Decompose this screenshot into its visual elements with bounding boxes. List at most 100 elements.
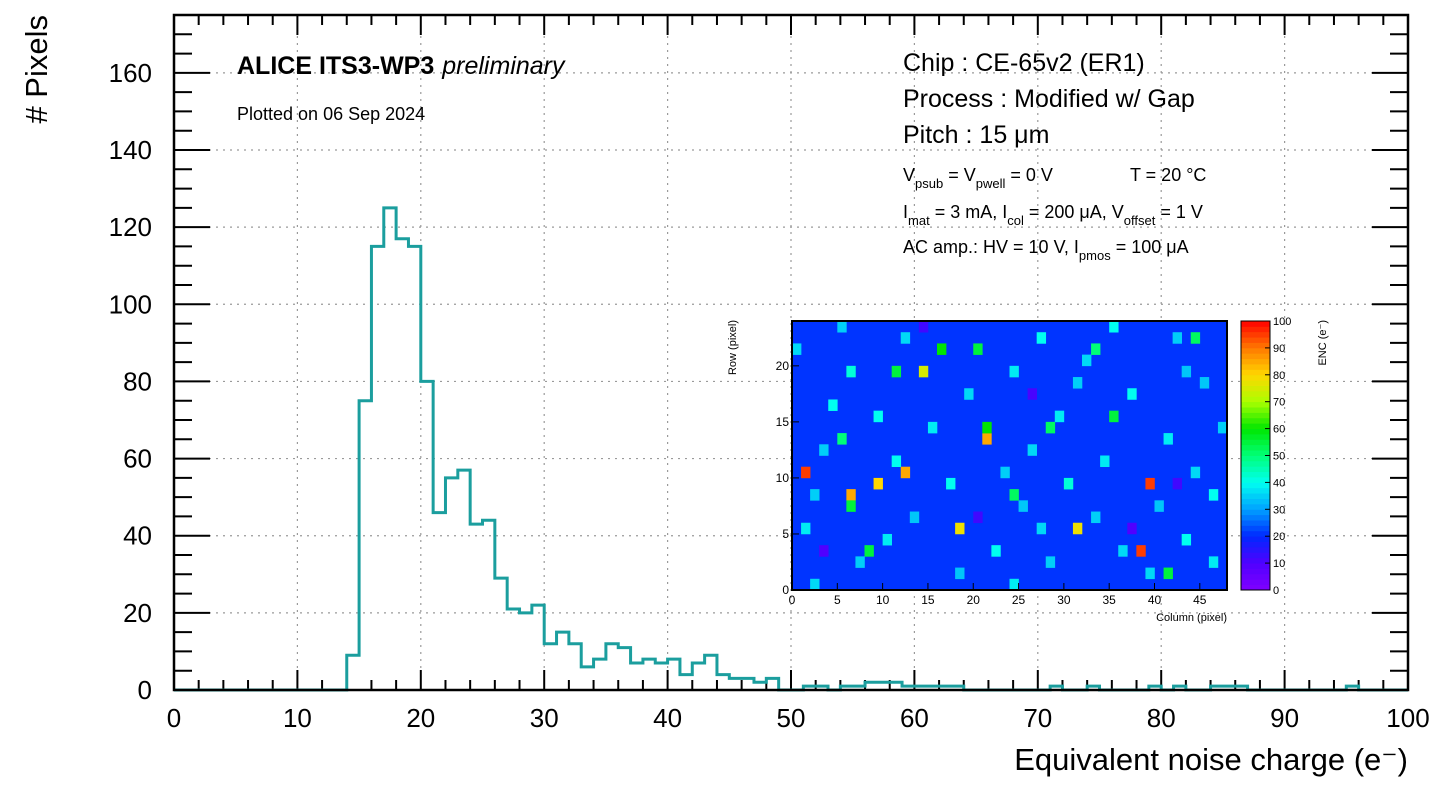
bias-voltage-label: Vpsub = Vpwell = 0 V xyxy=(903,165,1053,191)
colorbar-segment xyxy=(1241,557,1270,564)
colorbar-segment xyxy=(1241,326,1270,333)
y-tick-label: 140 xyxy=(109,135,152,165)
colorbar-segment xyxy=(1241,353,1270,360)
inset-x-tick-label: 30 xyxy=(1057,593,1071,607)
heatmap-cell xyxy=(1190,332,1201,344)
colorbar-tick-label: 40 xyxy=(1273,477,1285,489)
heatmap-cell xyxy=(1199,377,1210,389)
colorbar-segment xyxy=(1241,477,1270,483)
heatmap-cell xyxy=(1145,477,1155,490)
colorbar-tick-label: 90 xyxy=(1273,343,1285,355)
colorbar-tick-label: 0 xyxy=(1273,585,1279,597)
heatmap-cell xyxy=(1018,500,1028,512)
inset-x-axis-title: Column (pixel) xyxy=(1156,612,1227,624)
x-tick-label: 50 xyxy=(777,703,806,733)
heatmap-cell xyxy=(1127,522,1137,535)
heatmap-cell xyxy=(1027,388,1037,400)
colorbar-segment xyxy=(1241,407,1270,413)
heatmap-cell xyxy=(1063,477,1074,490)
x-tick-label: 70 xyxy=(1023,703,1052,733)
heatmap-cell xyxy=(873,410,883,423)
heatmap-cell xyxy=(1181,365,1192,378)
heatmap-cell xyxy=(1082,354,1092,367)
heatmap-cell xyxy=(819,444,829,456)
inset-x-tick-label: 5 xyxy=(834,593,841,607)
colorbar-segment xyxy=(1241,493,1270,499)
heatmap-cell xyxy=(819,545,829,557)
temperature-label: T = 20 °C xyxy=(1130,165,1206,185)
heatmap-cell xyxy=(973,343,983,355)
colorbar-segment xyxy=(1241,546,1270,553)
heatmap-cell xyxy=(1118,545,1128,557)
colorbar-segment xyxy=(1241,471,1270,478)
inset-x-tick-label: 35 xyxy=(1103,593,1117,607)
colorbar-segment xyxy=(1241,396,1270,403)
colorbar-segment xyxy=(1241,573,1270,580)
heatmap-cell xyxy=(918,365,929,378)
heatmap-cell xyxy=(1208,556,1219,568)
inset-x-tick-label: 40 xyxy=(1148,593,1162,607)
heatmap-cell xyxy=(1127,388,1137,400)
heatmap-cell xyxy=(1036,332,1047,344)
heatmap-cell xyxy=(801,466,811,479)
x-axis-title: Equivalent noise charge (e⁻) xyxy=(1014,742,1408,777)
heatmap-cell xyxy=(927,421,938,434)
heatmap-cell xyxy=(810,489,820,501)
x-tick-label: 10 xyxy=(283,703,312,733)
inset-y-tick-label: 0 xyxy=(782,583,789,597)
heatmap-cell xyxy=(1208,489,1219,501)
heatmap-cell xyxy=(1000,466,1010,479)
colorbar-segment xyxy=(1241,482,1270,489)
colorbar-segment xyxy=(1241,417,1270,424)
colorbar-tick-label: 80 xyxy=(1273,370,1285,382)
inset-y-tick-label: 20 xyxy=(776,359,790,373)
heatmap-cell xyxy=(1172,332,1182,344)
heatmap-cell xyxy=(837,433,847,445)
chip-label: Chip : CE-65v2 (ER1) xyxy=(903,49,1145,77)
x-tick-label: 40 xyxy=(653,703,682,733)
currents-label: Imat = 3 mA, Icol = 200 μA, Voffset = 1 … xyxy=(903,202,1203,228)
colorbar-segment xyxy=(1241,390,1270,397)
colorbar-segment xyxy=(1241,380,1270,386)
heatmap-cell xyxy=(1172,477,1182,490)
colorbar-segment xyxy=(1241,584,1270,591)
x-tick-label: 100 xyxy=(1386,703,1429,733)
colorbar-tick-label: 60 xyxy=(1273,424,1285,436)
heatmap-cell xyxy=(792,343,802,355)
colorbar-segment xyxy=(1241,579,1270,586)
colorbar-segment xyxy=(1241,412,1270,419)
x-tick-label: 80 xyxy=(1147,703,1176,733)
heatmap-cell xyxy=(846,365,856,378)
colorbar-segment xyxy=(1241,450,1270,456)
colorbar-segment xyxy=(1241,498,1270,505)
inset-x-tick-label: 20 xyxy=(967,593,981,607)
colorbar-segment xyxy=(1241,520,1270,526)
heatmap-cell xyxy=(1091,511,1101,524)
heatmap-cell xyxy=(846,500,856,512)
colorbar-segment xyxy=(1241,358,1270,365)
colorbar-tick-label: 50 xyxy=(1273,451,1285,463)
inset-x-tick-label: 0 xyxy=(789,593,796,607)
colorbar-segment xyxy=(1241,568,1270,575)
heatmap-cell xyxy=(900,332,911,344)
colorbar-tick-label: 30 xyxy=(1273,504,1285,516)
colorbar-segment xyxy=(1241,509,1270,516)
colorbar-segment xyxy=(1241,466,1270,473)
colorbar-tick-label: 10 xyxy=(1273,558,1285,570)
colorbar-segment xyxy=(1241,460,1270,467)
heatmap-cell xyxy=(891,455,902,468)
heatmap-cell xyxy=(982,421,992,434)
heatmap-cell xyxy=(946,477,956,490)
main-y-tick-labels: 0 20 40 60 80 100 120 140 160 xyxy=(109,58,152,705)
heatmap-cell xyxy=(909,511,920,524)
main-x-tick-labels: 0 10 20 30 40 50 60 70 80 90 100 xyxy=(167,703,1430,733)
inset-y-tick-labels: 0 5 10 15 20 xyxy=(776,359,790,597)
plot-date: Plotted on 06 Sep 2024 xyxy=(237,104,425,124)
heatmap-cell xyxy=(964,388,974,400)
heatmap-cell xyxy=(982,433,992,445)
heatmap-cell xyxy=(1163,567,1173,580)
heatmap-cell xyxy=(1009,578,1019,591)
colorbar-segment xyxy=(1241,455,1270,462)
heatmap-cell xyxy=(1036,522,1047,535)
